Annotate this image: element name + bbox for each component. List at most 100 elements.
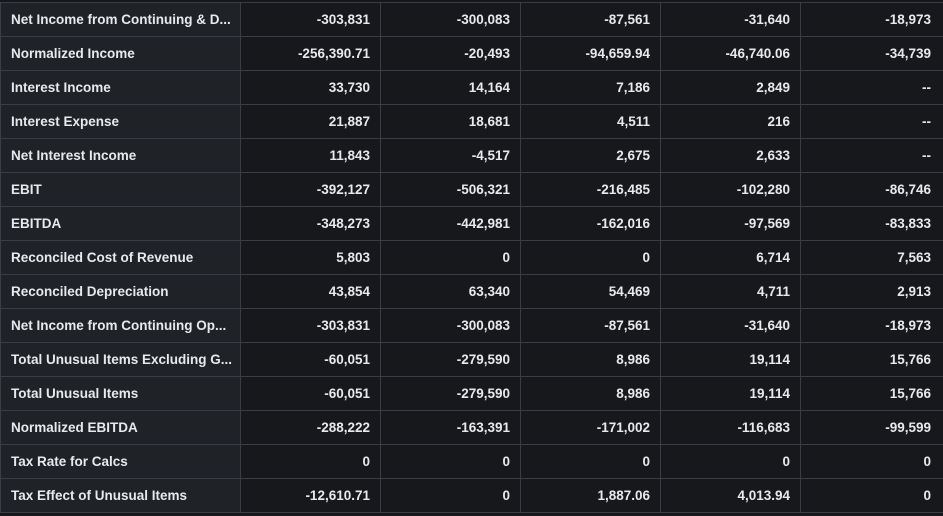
table-cell-value: 63,340 bbox=[381, 275, 521, 309]
table-cell-value: 6,714 bbox=[661, 241, 801, 275]
table-cell-value: -279,590 bbox=[381, 377, 521, 411]
table-cell-value: 1,887.06 bbox=[521, 479, 661, 513]
table-cell-value: -303,831 bbox=[241, 309, 381, 343]
table-cell-value: -18,973 bbox=[801, 309, 943, 343]
table-cell-value: 0 bbox=[801, 445, 943, 479]
row-label: Tax Rate for Calcs bbox=[1, 445, 241, 479]
table-cell-value: 21,887 bbox=[241, 105, 381, 139]
table-cell-value: -- bbox=[801, 71, 943, 105]
table-cell-value: -60,051 bbox=[241, 343, 381, 377]
table-cell-value: -442,981 bbox=[381, 207, 521, 241]
table-cell-value: 7,563 bbox=[801, 241, 943, 275]
row-label: Net Income from Continuing Op... bbox=[1, 309, 241, 343]
row-label: Interest Income bbox=[1, 71, 241, 105]
table-cell-value: 11,843 bbox=[241, 139, 381, 173]
row-label: Normalized Income bbox=[1, 37, 241, 71]
row-label: Net Interest Income bbox=[1, 139, 241, 173]
row-label: Interest Expense bbox=[1, 105, 241, 139]
table-cell-value: -506,321 bbox=[381, 173, 521, 207]
table-cell-value: 14,164 bbox=[381, 71, 521, 105]
row-label: EBIT bbox=[1, 173, 241, 207]
table-cell-value: 15,766 bbox=[801, 377, 943, 411]
table-cell-value: -31,640 bbox=[661, 3, 801, 37]
table-cell-value: -18,973 bbox=[801, 3, 943, 37]
table-row: Net Income from Continuing Op...-303,831… bbox=[1, 309, 943, 343]
row-label: Net Income from Continuing & D... bbox=[1, 3, 241, 37]
table-cell-value: -4,517 bbox=[381, 139, 521, 173]
table-row: Normalized EBITDA-288,222-163,391-171,00… bbox=[1, 411, 943, 445]
table-row: Normalized Income-256,390.71-20,493-94,6… bbox=[1, 37, 943, 71]
table-cell-value: 43,854 bbox=[241, 275, 381, 309]
table-cell-value: -- bbox=[801, 105, 943, 139]
table-cell-value: 0 bbox=[661, 445, 801, 479]
table-row: EBITDA-348,273-442,981-162,016-97,569-83… bbox=[1, 207, 943, 241]
table-cell-value: -34,739 bbox=[801, 37, 943, 71]
table-cell-value: -288,222 bbox=[241, 411, 381, 445]
row-label: Total Unusual Items bbox=[1, 377, 241, 411]
table-cell-value: -102,280 bbox=[661, 173, 801, 207]
table-cell-value: 18,681 bbox=[381, 105, 521, 139]
table-cell-value: 4,511 bbox=[521, 105, 661, 139]
table-cell-value: -392,127 bbox=[241, 173, 381, 207]
table-cell-value: 0 bbox=[381, 241, 521, 275]
table-cell-value: -87,561 bbox=[521, 309, 661, 343]
table-cell-value: 0 bbox=[381, 479, 521, 513]
table-cell-value: 8,986 bbox=[521, 377, 661, 411]
table-cell-value: -171,002 bbox=[521, 411, 661, 445]
table-cell-value: -163,391 bbox=[381, 411, 521, 445]
table-cell-value: -300,083 bbox=[381, 3, 521, 37]
table-cell-value: 19,114 bbox=[661, 377, 801, 411]
table-cell-value: -46,740.06 bbox=[661, 37, 801, 71]
table-cell-value: 2,913 bbox=[801, 275, 943, 309]
table-cell-value: -348,273 bbox=[241, 207, 381, 241]
table-cell-value: -94,659.94 bbox=[521, 37, 661, 71]
table-cell-value: 33,730 bbox=[241, 71, 381, 105]
table-cell-value: 0 bbox=[801, 479, 943, 513]
table-cell-value: -12,610.71 bbox=[241, 479, 381, 513]
table-cell-value: -83,833 bbox=[801, 207, 943, 241]
row-label: EBITDA bbox=[1, 207, 241, 241]
table-cell-value: -97,569 bbox=[661, 207, 801, 241]
table-cell-value: -87,561 bbox=[521, 3, 661, 37]
row-label: Reconciled Depreciation bbox=[1, 275, 241, 309]
row-label: Normalized EBITDA bbox=[1, 411, 241, 445]
table-cell-value: 0 bbox=[381, 445, 521, 479]
table-cell-value: -216,485 bbox=[521, 173, 661, 207]
table-cell-value: -60,051 bbox=[241, 377, 381, 411]
table-cell-value: 5,803 bbox=[241, 241, 381, 275]
table-cell-value: -86,746 bbox=[801, 173, 943, 207]
table-cell-value: 0 bbox=[521, 445, 661, 479]
table-row: Net Income from Continuing & D...-303,83… bbox=[1, 3, 943, 37]
table-cell-value: -303,831 bbox=[241, 3, 381, 37]
table-cell-value: 7,186 bbox=[521, 71, 661, 105]
table-cell-value: 2,675 bbox=[521, 139, 661, 173]
table-cell-value: 54,469 bbox=[521, 275, 661, 309]
table-row: Total Unusual Items Excluding G...-60,05… bbox=[1, 343, 943, 377]
table-row: EBIT-392,127-506,321-216,485-102,280-86,… bbox=[1, 173, 943, 207]
table-cell-value: 0 bbox=[521, 241, 661, 275]
table-cell-value: -256,390.71 bbox=[241, 37, 381, 71]
table-cell-value: -162,016 bbox=[521, 207, 661, 241]
table-cell-value: -31,640 bbox=[661, 309, 801, 343]
table-cell-value: -20,493 bbox=[381, 37, 521, 71]
table-cell-value: -99,599 bbox=[801, 411, 943, 445]
table-cell-value: 4,711 bbox=[661, 275, 801, 309]
table-cell-value: 15,766 bbox=[801, 343, 943, 377]
table-cell-value: 2,849 bbox=[661, 71, 801, 105]
row-label: Total Unusual Items Excluding G... bbox=[1, 343, 241, 377]
table-cell-value: -116,683 bbox=[661, 411, 801, 445]
row-label: Tax Effect of Unusual Items bbox=[1, 479, 241, 513]
table-cell-value: 2,633 bbox=[661, 139, 801, 173]
table-cell-value: -279,590 bbox=[381, 343, 521, 377]
table-cell-value: -- bbox=[801, 139, 943, 173]
table-cell-value: 19,114 bbox=[661, 343, 801, 377]
